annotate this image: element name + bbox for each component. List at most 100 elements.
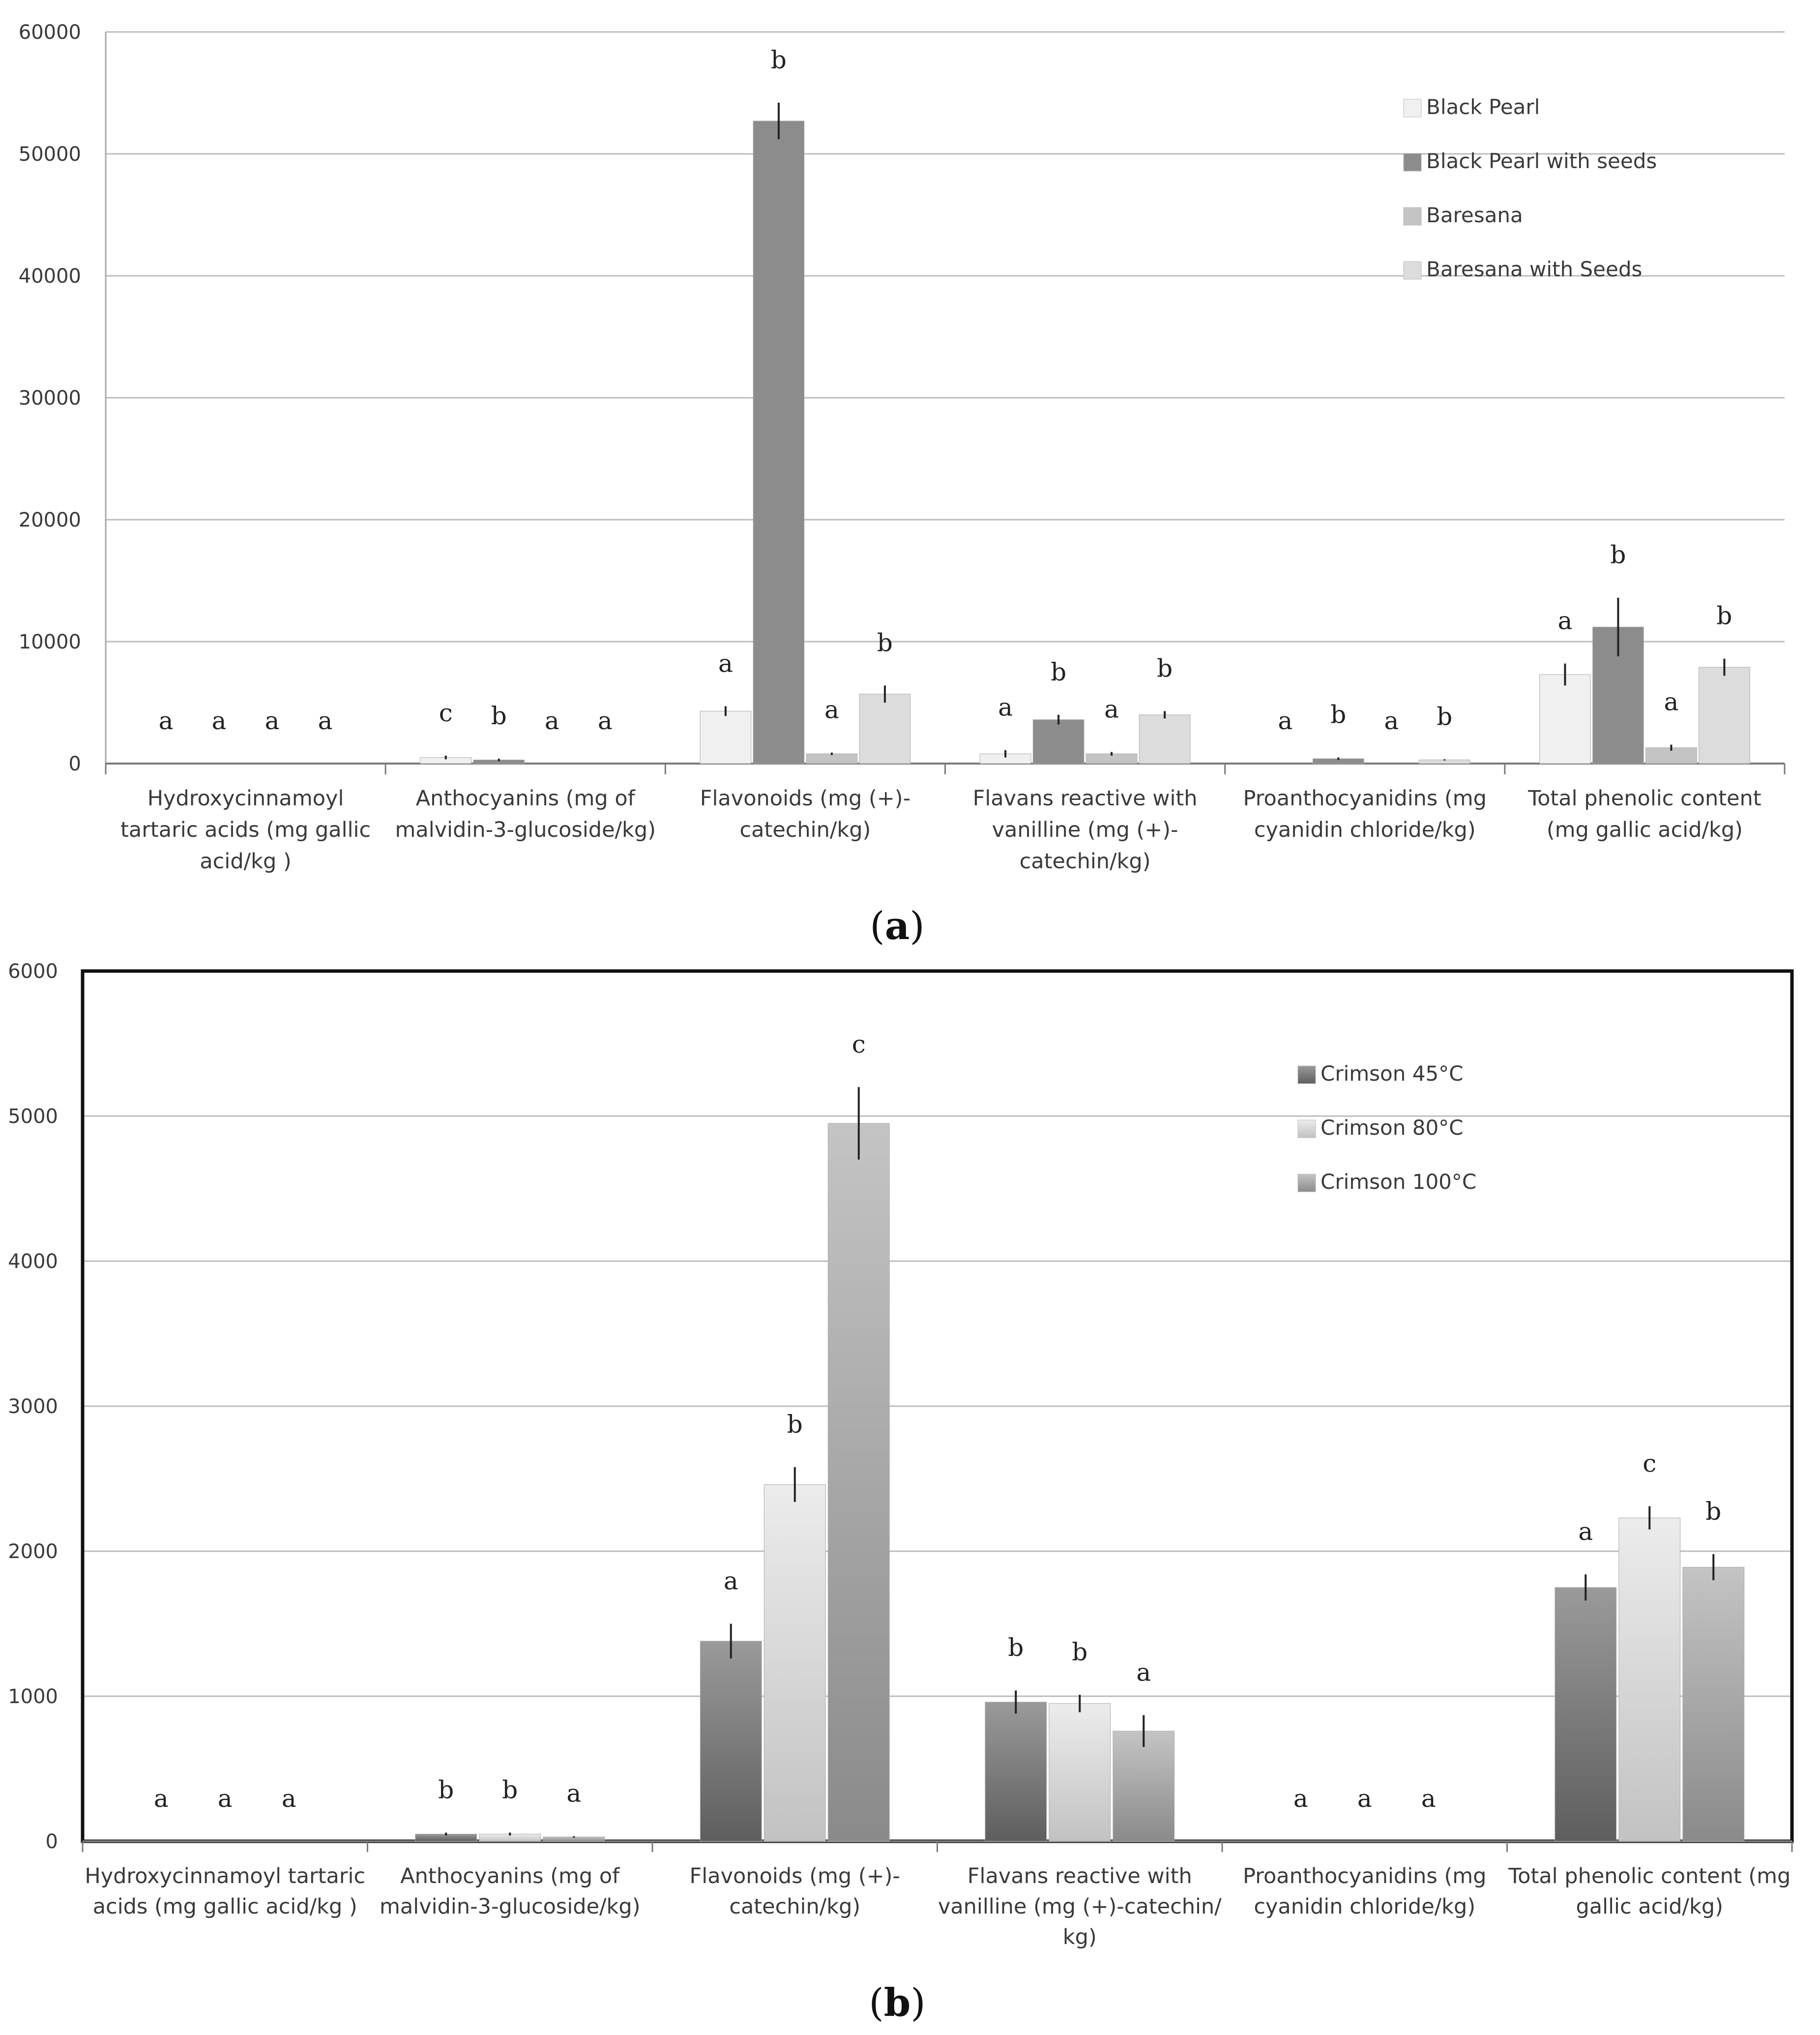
category-label-line: Total phenolic content [1527,786,1761,811]
category-label-line: Anthocyanins (mg of [416,786,636,811]
legend-label: Crimson 100°C [1321,1170,1476,1194]
category-label: Anthocyanins (mg of malvidin-3-glucoside/… [380,1864,640,1919]
significance-letter: a [1384,707,1399,735]
legend-label: Crimson 45°C [1321,1062,1464,1086]
significance-letter: b [1610,541,1626,569]
significance-letter: a [1136,1658,1151,1686]
category-label-line: Anthocyanins (mg of [400,1864,620,1888]
category-label-line: vanilline (mg (+)- [992,818,1178,842]
y-tick-label: 2000 [8,1540,58,1563]
y-tick-label: 4000 [8,1250,58,1273]
bar [1049,1703,1111,1842]
y-tick-label: 3000 [8,1395,58,1418]
y-tick-label: 0 [46,1830,58,1853]
y-tick-label: 6000 [8,960,58,983]
bar [1682,1566,1745,1842]
significance-letter: a [545,707,559,735]
significance-letter: a [1293,1784,1308,1813]
category-label-line: catechin/kg) [729,1894,860,1919]
significance-letter: b [1716,602,1732,630]
category-label: Flavans reactive with vanilline (mg (+)-c… [973,786,1198,874]
significance-letter: a [1104,695,1119,723]
y-tick-label: 60000 [19,21,81,44]
category-label: Proanthocyanidins (mg cyanidin chloride/k… [1243,1864,1486,1919]
significance-letter: a [566,1779,581,1808]
significance-letter: b [1330,701,1346,729]
bar [859,694,911,764]
chart-b: 0 1000 2000 3000 4000 5000 6000 Hydroxycinnamoy… [8,960,1794,1949]
panel-label-a: (a) [870,904,924,948]
bar [1618,1517,1681,1842]
significance-letter: b [1157,654,1173,682]
significance-letter: a [1278,707,1292,735]
significance-letter: a [282,1784,296,1813]
significance-letter: a [154,1784,169,1813]
significance-letter: a [1664,688,1679,716]
y-tick-label: 0 [69,753,81,775]
significance-letter: a [824,696,839,724]
bar [827,1123,890,1842]
bar [1555,1587,1617,1842]
category-label-line: cyanidin chloride/kg) [1254,1894,1475,1919]
significance-letter: a [998,693,1013,722]
significance-letter: b [1008,1633,1024,1662]
category-label-line: catechin/kg) [739,818,871,842]
significance-letter: b [1072,1638,1087,1666]
category-label-line: acid/kg ) [200,849,291,874]
bar [763,1484,826,1842]
significance-letter: c [852,1030,866,1059]
category-label: Hydroxycinnamoyl tartaric acids (mg galli… [85,1864,365,1919]
bar [1032,719,1085,764]
legend-label: Black Pearl [1426,95,1540,119]
y-tick-label: 30000 [19,387,81,410]
significance-letter: a [1421,1784,1436,1813]
significance-letter: b [771,46,787,74]
significance-letter: b [438,1775,454,1804]
category-label: Anthocyanins (mg of malvidin-3-glucoside/… [395,786,656,842]
category-label-line: Flavonoids (mg (+)- [690,1864,900,1888]
legend-label: Crimson 80°C [1321,1116,1464,1140]
significance-letter: a [218,1784,233,1813]
significance-letter: a [1357,1784,1372,1813]
category-label: Flavonoids (mg (+)- catechin/kg) [690,1864,900,1919]
bar [1699,667,1750,764]
bar [700,1641,762,1842]
bar [1113,1731,1175,1842]
significance-letter: a [598,707,613,735]
significance-letter: b [491,702,507,730]
significance-letter: a [724,1567,738,1595]
significance-letter: a [265,707,280,735]
chart-a: 0 10000 20000 30000 40000 50000 60000 Hydroxyci… [19,21,1786,874]
bar [985,1702,1047,1842]
panel-label-a-letter: a [885,904,910,948]
category-label-line: gallic acid/kg) [1576,1894,1724,1919]
category-label-line: Flavans reactive with [968,1864,1192,1888]
panel-label-b: (b) [869,1980,925,2025]
y-tick-label: 5000 [8,1105,58,1128]
significance-letter: a [159,707,174,735]
legend-swatch [1297,1120,1316,1138]
panel-label-b-letter: b [884,1980,911,2025]
significance-letter: a [1578,1517,1593,1546]
category-label: Flavans reactive with vanilline (mg (+)-c… [938,1864,1222,1949]
category-label-line: malvidin-3-glucoside/kg) [395,818,656,842]
significance-letter: b [1705,1497,1721,1526]
significance-letter: a [718,649,733,678]
significance-letter: c [1643,1449,1656,1478]
category-label-line: cyanidin chloride/kg) [1254,818,1476,842]
significance-letter: b [787,1410,803,1439]
legend-swatch [1403,207,1422,226]
bar [1539,674,1591,764]
category-label-line: tartaric acids (mg gallic [120,818,371,842]
y-tick-label: 50000 [19,143,81,166]
category-label-line: Total phenolic content (mg [1508,1864,1791,1888]
significance-letter: b [1051,658,1066,686]
category-label: Proanthocyanidins (mg cyanidin chloride/k… [1243,786,1487,842]
legend-swatch [1403,261,1422,280]
category-label-line: Flavonoids (mg (+)- [700,786,910,811]
significance-letter: a [212,707,227,735]
legend-label: Baresana with Seeds [1426,257,1642,281]
y-tick-label: 10000 [19,631,81,653]
category-label-line: kg) [1063,1925,1097,1949]
